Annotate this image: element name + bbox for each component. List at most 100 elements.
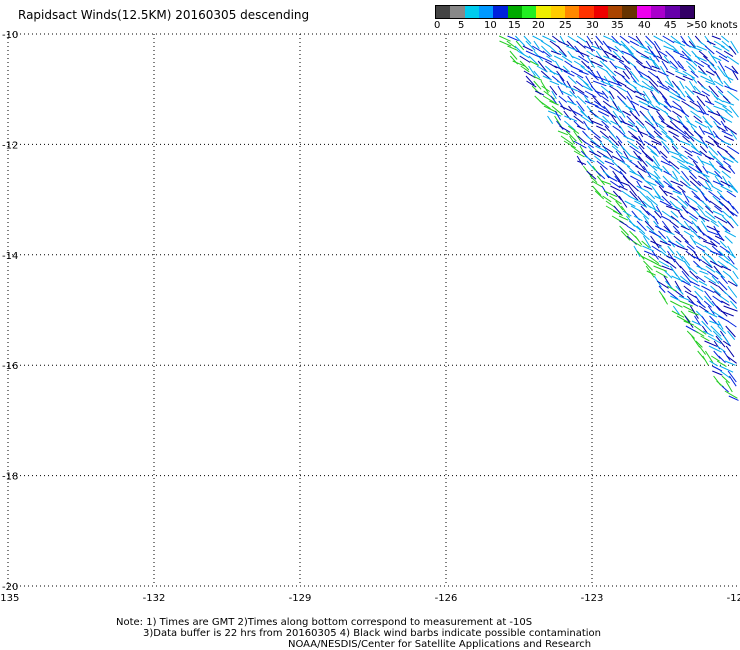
wind-barb bbox=[647, 75, 659, 88]
wind-barb bbox=[622, 210, 632, 217]
wind-barb bbox=[696, 95, 706, 107]
wind-barb bbox=[682, 280, 692, 287]
wind-barb bbox=[540, 40, 550, 47]
wind-barb bbox=[691, 50, 701, 62]
wind-barb bbox=[567, 125, 580, 135]
longitude-label: -129 bbox=[289, 593, 312, 604]
wind-barb bbox=[576, 100, 585, 112]
wind-barb bbox=[528, 65, 536, 77]
wind-barb bbox=[714, 70, 721, 80]
wind-barb bbox=[724, 235, 733, 244]
wind-barb bbox=[667, 185, 682, 194]
wind-barb bbox=[582, 80, 593, 92]
wind-barb bbox=[678, 295, 690, 301]
colorbar-segment bbox=[579, 6, 594, 18]
wind-barb bbox=[596, 150, 610, 159]
wind-barb bbox=[715, 335, 726, 348]
wind-barb bbox=[537, 60, 548, 73]
wind-barb bbox=[698, 110, 710, 116]
wind-barb bbox=[652, 155, 661, 167]
latitude-label: -20 bbox=[2, 582, 18, 593]
wind-barb bbox=[653, 160, 663, 173]
colorbar-segment bbox=[622, 6, 637, 18]
wind-barb bbox=[612, 75, 622, 87]
wind-barb bbox=[650, 260, 662, 267]
wind-barb bbox=[705, 205, 714, 214]
wind-barb bbox=[725, 150, 735, 160]
wind-barb bbox=[691, 220, 702, 233]
wind-barb bbox=[507, 45, 519, 52]
wind-barb bbox=[664, 100, 672, 109]
wind-barb bbox=[667, 115, 681, 124]
wind-barb bbox=[575, 80, 584, 88]
wind-barb bbox=[573, 115, 584, 124]
wind-barb bbox=[606, 175, 618, 182]
wind-barb bbox=[714, 235, 725, 241]
wind-barb bbox=[685, 60, 697, 71]
wind-barb bbox=[688, 300, 699, 307]
wind-barb bbox=[614, 65, 626, 71]
wind-barb bbox=[603, 35, 615, 42]
wind-barb bbox=[594, 105, 607, 112]
colorbar-segment bbox=[607, 6, 623, 18]
wind-barb bbox=[653, 130, 664, 140]
wind-barb bbox=[681, 50, 692, 62]
wind-barb bbox=[628, 220, 641, 231]
wind-barb bbox=[727, 90, 740, 101]
wind-barb bbox=[674, 280, 682, 292]
wind-barb bbox=[557, 130, 569, 136]
wind-barb bbox=[629, 170, 641, 177]
wind-barb bbox=[718, 60, 726, 72]
wind-barb bbox=[549, 70, 561, 76]
wind-barb bbox=[617, 105, 626, 118]
wind-barb bbox=[693, 200, 704, 210]
wind-barb bbox=[665, 135, 674, 143]
wind-barb bbox=[624, 200, 636, 207]
wind-barb bbox=[689, 100, 700, 108]
wind-barb bbox=[713, 155, 724, 166]
colorbar-labels: 0 5 10 15 20 25 30 35 40 45 >50 knots bbox=[426, 20, 740, 34]
wind-barb bbox=[717, 150, 726, 161]
wind-barb bbox=[689, 280, 700, 287]
wind-barb bbox=[623, 45, 634, 55]
wind-barb bbox=[684, 160, 694, 166]
wind-barb bbox=[709, 320, 722, 326]
wind-barb bbox=[596, 70, 605, 84]
wind-barb bbox=[720, 275, 728, 285]
wind-barb bbox=[635, 60, 646, 69]
wind-barb bbox=[549, 85, 558, 96]
wind-barb bbox=[609, 130, 617, 140]
wind-barb bbox=[730, 130, 738, 140]
wind-barb bbox=[651, 125, 662, 136]
wind-barb bbox=[553, 55, 564, 61]
wind-barb bbox=[727, 255, 735, 265]
wind-barb bbox=[657, 255, 669, 264]
wind-barb bbox=[663, 40, 673, 48]
wind-barb bbox=[707, 335, 722, 344]
wind-barb bbox=[698, 345, 707, 355]
wind-barb bbox=[681, 170, 690, 181]
wind-barb bbox=[617, 165, 627, 174]
wind-barb bbox=[595, 145, 607, 152]
wind-barb bbox=[719, 115, 733, 123]
wind-barb bbox=[627, 180, 639, 192]
wind-barb bbox=[713, 95, 724, 103]
wind-barb bbox=[533, 80, 542, 90]
wind-barb bbox=[698, 215, 710, 222]
wind-barb bbox=[653, 170, 661, 180]
colorbar-label: 45 bbox=[664, 20, 677, 31]
wind-barb bbox=[622, 110, 631, 116]
wind-barb bbox=[722, 210, 731, 219]
wind-barb bbox=[567, 75, 577, 85]
wind-barb bbox=[707, 65, 716, 74]
wind-barb bbox=[629, 40, 640, 47]
wind-barb bbox=[643, 260, 653, 271]
wind-barb bbox=[691, 255, 703, 261]
wind-barb bbox=[710, 90, 719, 101]
wind-barb bbox=[696, 300, 706, 309]
wind-barb bbox=[684, 150, 693, 157]
wind-barb bbox=[645, 155, 654, 162]
wind-barb bbox=[661, 155, 671, 164]
wind-barb bbox=[577, 90, 589, 98]
wind-barb bbox=[593, 100, 606, 110]
